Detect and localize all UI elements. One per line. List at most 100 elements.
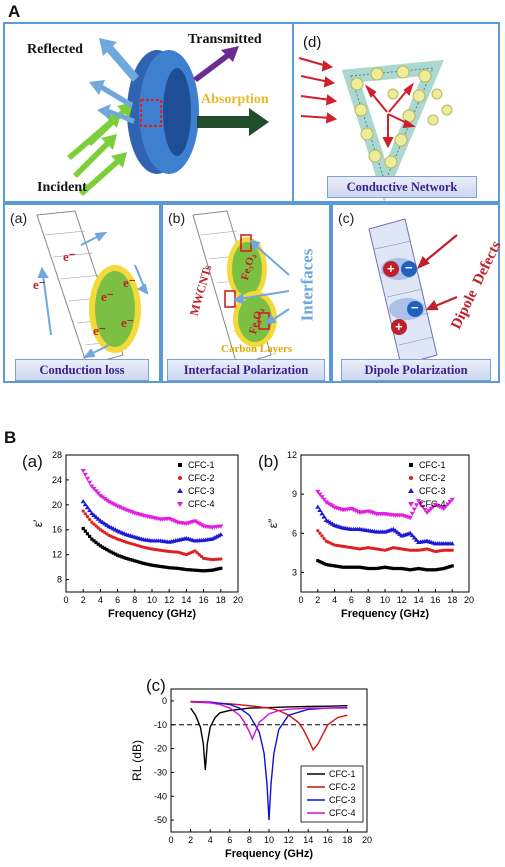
data-point — [397, 513, 403, 518]
x-tick-label: 10 — [264, 835, 274, 845]
x-tick-label: 10 — [147, 595, 157, 605]
data-point — [98, 544, 102, 548]
data-point — [190, 537, 196, 542]
y-tick-label: 20 — [52, 500, 62, 510]
data-point — [116, 537, 120, 541]
data-point — [135, 543, 139, 547]
data-point — [112, 503, 119, 508]
data-point — [202, 556, 206, 560]
panel-c-label: (c) — [338, 210, 355, 226]
data-point — [110, 502, 116, 507]
data-point — [85, 515, 90, 519]
data-point — [319, 495, 325, 500]
legend-swatch — [409, 476, 413, 480]
data-point — [348, 506, 354, 512]
data-point — [133, 543, 137, 547]
dipole-illustration — [368, 218, 458, 366]
data-point — [386, 512, 392, 517]
data-point — [116, 553, 120, 557]
data-point — [383, 548, 387, 552]
data-point — [133, 559, 137, 563]
data-point — [432, 541, 438, 546]
data-point — [89, 484, 95, 489]
data-point — [377, 566, 381, 570]
data-point — [387, 566, 391, 570]
x-tick-label: 20 — [464, 595, 474, 605]
data-point — [189, 551, 193, 555]
data-point — [82, 502, 88, 507]
data-point — [316, 529, 320, 533]
data-point — [194, 520, 200, 525]
interfacial-illustration — [192, 210, 290, 366]
data-point — [368, 546, 372, 550]
minus-charge-1: − — [405, 260, 413, 275]
series-cfc-3 — [315, 504, 455, 546]
data-point — [396, 566, 400, 571]
legend-swatch — [408, 488, 414, 493]
data-point — [366, 566, 370, 571]
data-point — [426, 508, 432, 514]
data-point — [177, 537, 183, 542]
data-point — [160, 538, 166, 543]
data-point — [358, 547, 362, 551]
data-point — [413, 537, 420, 542]
data-point — [111, 551, 115, 555]
data-point — [364, 546, 368, 550]
legend-label: CFC-3 — [188, 486, 215, 496]
data-point — [191, 568, 195, 572]
data-point — [400, 566, 404, 571]
legend-label: CFC-2 — [188, 473, 215, 483]
data-point — [426, 539, 432, 544]
legend-swatch — [177, 502, 183, 507]
x-tick-label: 8 — [366, 595, 371, 605]
legend-label: CFC-1 — [419, 460, 446, 470]
data-point — [115, 504, 121, 509]
legend-label: CFC-4 — [329, 808, 356, 818]
data-point — [182, 567, 186, 571]
series-cfc-4 — [80, 468, 224, 530]
data-point — [169, 550, 173, 554]
data-point — [387, 547, 391, 551]
data-point — [347, 545, 351, 549]
data-point — [139, 561, 143, 565]
data-point — [349, 546, 353, 550]
data-point — [181, 521, 187, 526]
data-point — [356, 547, 360, 551]
legend-label: CFC-4 — [188, 499, 215, 509]
data-point — [182, 552, 186, 556]
data-point — [211, 535, 217, 540]
data-point — [416, 539, 422, 545]
data-point — [178, 551, 182, 555]
data-point — [397, 531, 403, 536]
data-point — [422, 538, 428, 544]
data-point — [152, 547, 156, 551]
data-point — [372, 566, 377, 571]
data-point — [321, 514, 327, 519]
data-point — [219, 557, 223, 561]
data-point — [176, 550, 180, 554]
data-point — [407, 530, 413, 535]
data-point — [191, 550, 195, 554]
data-point — [362, 566, 366, 570]
data-point — [384, 528, 390, 533]
data-point — [174, 550, 178, 554]
data-point — [409, 532, 415, 538]
data-point — [218, 532, 224, 537]
data-point — [146, 562, 150, 566]
data-point — [447, 541, 453, 546]
data-point — [432, 502, 438, 508]
data-point — [384, 512, 390, 517]
data-point — [355, 509, 361, 515]
data-point — [445, 502, 451, 507]
data-point — [408, 548, 412, 552]
legend-box — [300, 765, 364, 823]
data-point — [345, 545, 349, 549]
x-tick-label: 6 — [349, 595, 354, 605]
data-point — [206, 557, 210, 561]
data-point — [354, 546, 358, 550]
data-point — [445, 541, 451, 546]
interfacial-polarization-caption: Interfacial Polarization — [167, 359, 325, 381]
data-point — [212, 557, 216, 562]
data-point — [165, 549, 169, 553]
data-point — [400, 547, 404, 551]
